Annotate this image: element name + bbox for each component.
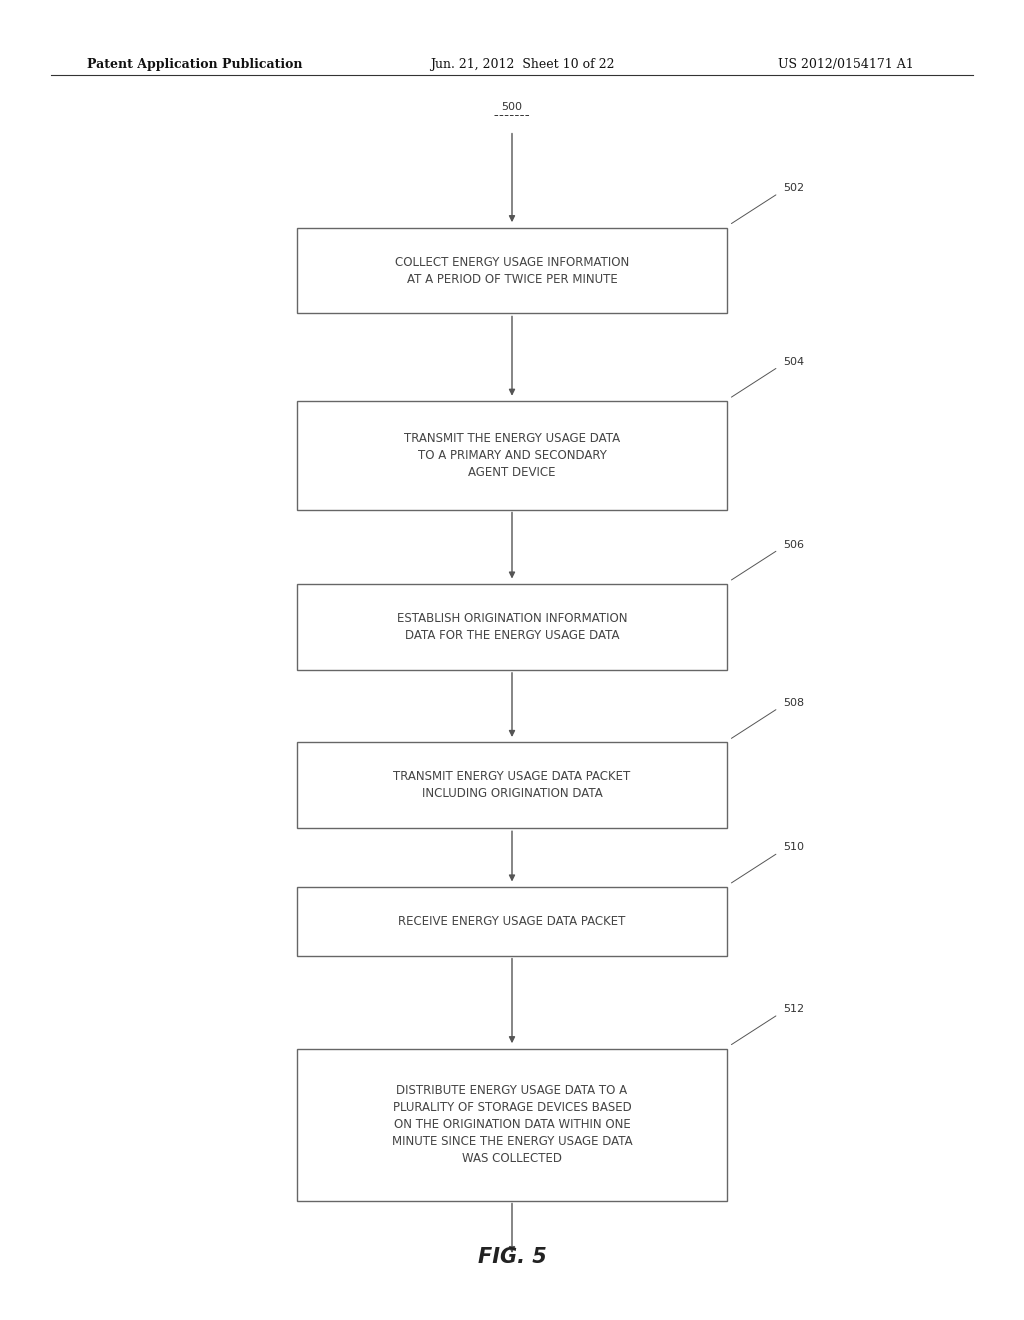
Text: Jun. 21, 2012  Sheet 10 of 22: Jun. 21, 2012 Sheet 10 of 22 — [430, 58, 614, 71]
FancyBboxPatch shape — [297, 1048, 727, 1201]
Text: DISTRIBUTE ENERGY USAGE DATA TO A
PLURALITY OF STORAGE DEVICES BASED
ON THE ORIG: DISTRIBUTE ENERGY USAGE DATA TO A PLURAL… — [392, 1084, 632, 1166]
Text: RECEIVE ENERGY USAGE DATA PACKET: RECEIVE ENERGY USAGE DATA PACKET — [398, 915, 626, 928]
Text: TRANSMIT THE ENERGY USAGE DATA
TO A PRIMARY AND SECONDARY
AGENT DEVICE: TRANSMIT THE ENERGY USAGE DATA TO A PRIM… — [403, 432, 621, 479]
Text: COLLECT ENERGY USAGE INFORMATION
AT A PERIOD OF TWICE PER MINUTE: COLLECT ENERGY USAGE INFORMATION AT A PE… — [395, 256, 629, 285]
Text: 510: 510 — [783, 842, 805, 853]
Text: TRANSMIT ENERGY USAGE DATA PACKET
INCLUDING ORIGINATION DATA: TRANSMIT ENERGY USAGE DATA PACKET INCLUD… — [393, 771, 631, 800]
Text: 508: 508 — [783, 698, 805, 708]
Text: 500: 500 — [502, 102, 522, 112]
FancyBboxPatch shape — [297, 227, 727, 313]
FancyBboxPatch shape — [297, 887, 727, 956]
Text: 506: 506 — [783, 540, 805, 549]
Text: US 2012/0154171 A1: US 2012/0154171 A1 — [778, 58, 914, 71]
FancyBboxPatch shape — [297, 742, 727, 829]
Text: 512: 512 — [783, 1005, 805, 1014]
Text: ESTABLISH ORIGINATION INFORMATION
DATA FOR THE ENERGY USAGE DATA: ESTABLISH ORIGINATION INFORMATION DATA F… — [396, 612, 628, 642]
Text: 502: 502 — [783, 183, 805, 193]
Text: Patent Application Publication: Patent Application Publication — [87, 58, 302, 71]
FancyBboxPatch shape — [297, 401, 727, 510]
FancyBboxPatch shape — [297, 583, 727, 671]
Text: 504: 504 — [783, 356, 805, 367]
Text: FIG. 5: FIG. 5 — [477, 1246, 547, 1267]
